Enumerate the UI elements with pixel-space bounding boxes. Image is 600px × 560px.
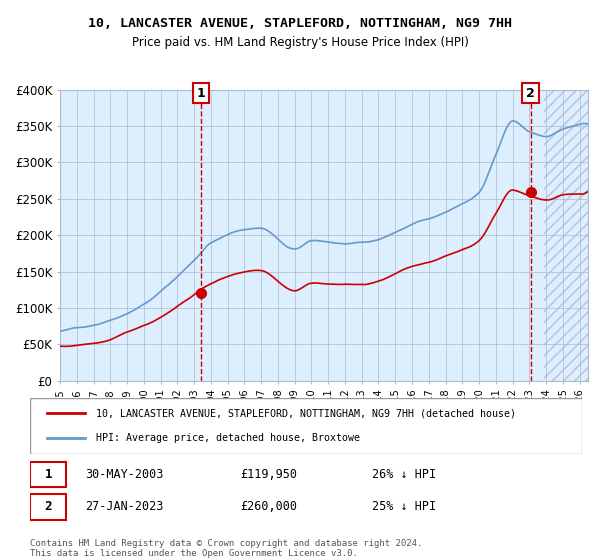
Text: 27-JAN-2023: 27-JAN-2023: [85, 501, 164, 514]
Text: £119,950: £119,950: [240, 468, 297, 481]
Text: 2: 2: [526, 87, 535, 100]
Text: 1: 1: [44, 468, 52, 481]
FancyBboxPatch shape: [30, 462, 66, 487]
Text: 10, LANCASTER AVENUE, STAPLEFORD, NOTTINGHAM, NG9 7HH (detached house): 10, LANCASTER AVENUE, STAPLEFORD, NOTTIN…: [96, 408, 516, 418]
Text: £260,000: £260,000: [240, 501, 297, 514]
FancyBboxPatch shape: [30, 494, 66, 520]
Text: 10, LANCASTER AVENUE, STAPLEFORD, NOTTINGHAM, NG9 7HH: 10, LANCASTER AVENUE, STAPLEFORD, NOTTIN…: [88, 17, 512, 30]
Bar: [544, 90, 588, 381]
FancyBboxPatch shape: [30, 398, 582, 454]
Text: HPI: Average price, detached house, Broxtowe: HPI: Average price, detached house, Brox…: [96, 433, 360, 443]
Bar: [544, 90, 588, 381]
Text: Price paid vs. HM Land Registry's House Price Index (HPI): Price paid vs. HM Land Registry's House …: [131, 36, 469, 49]
Text: 1: 1: [197, 87, 205, 100]
Text: 26% ↓ HPI: 26% ↓ HPI: [372, 468, 436, 481]
Text: 25% ↓ HPI: 25% ↓ HPI: [372, 501, 436, 514]
Text: 2: 2: [44, 501, 52, 514]
Text: 30-MAY-2003: 30-MAY-2003: [85, 468, 164, 481]
Text: Contains HM Land Registry data © Crown copyright and database right 2024.: Contains HM Land Registry data © Crown c…: [30, 539, 422, 548]
Text: This data is licensed under the Open Government Licence v3.0.: This data is licensed under the Open Gov…: [30, 549, 358, 558]
